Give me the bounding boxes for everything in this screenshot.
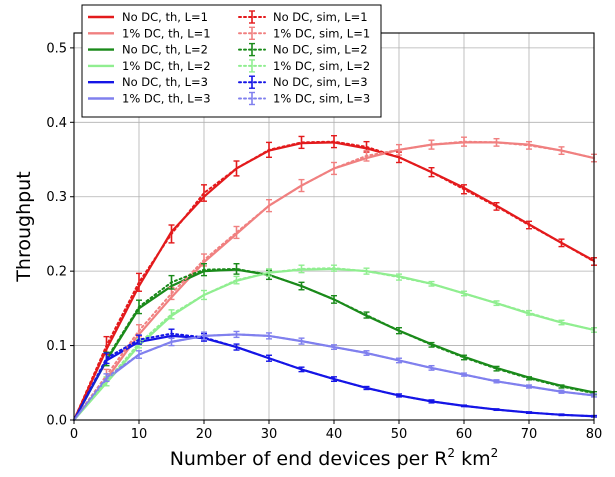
series-no-dc-sim-l-2 [73, 263, 597, 421]
series-layer [73, 135, 597, 421]
y-axis-label: Throughput [13, 171, 35, 282]
series-no-dc-sim-l-1 [73, 135, 597, 421]
series-1pct-dc-sim-l-1 [73, 136, 597, 421]
legend-label: 1% DC, sim, L=1 [273, 26, 370, 40]
legend-entry-no-dc-th-l-2: No DC, th, L=2 [88, 43, 208, 57]
legend-label: 1% DC, th, L=3 [122, 92, 211, 106]
x-tick-label: 0 [70, 427, 78, 442]
x-axis-label-text: Number of end devices per R [170, 448, 448, 470]
legend-entry-no-dc-th-l-1: No DC, th, L=1 [88, 10, 208, 24]
legend-label: 1% DC, sim, L=2 [273, 59, 370, 73]
x-tick-label: 60 [456, 427, 473, 442]
legend-entry-no-dc-sim-l-3: No DC, sim, L=3 [238, 75, 368, 89]
legend: No DC, th, L=1 1% DC, th, L=1 No DC, th, L… [81, 4, 382, 118]
y-tick-label: 0.5 [46, 41, 67, 56]
legend-entry-1pct-dc-sim-l-3: 1% DC, sim, L=3 [238, 92, 370, 106]
legend-label: No DC, sim, L=3 [273, 75, 368, 89]
y-tick-label: 0.1 [46, 339, 67, 354]
legend-label: No DC, sim, L=1 [273, 10, 368, 24]
legend-entry-1pct-dc-sim-l-1: 1% DC, sim, L=1 [238, 26, 370, 40]
legend-entry-no-dc-th-l-3: No DC, th, L=3 [88, 75, 208, 89]
x-axis-label-unit: km [455, 448, 491, 470]
x-tick-label: 20 [196, 427, 213, 442]
legend-entry-no-dc-sim-l-1: No DC, sim, L=1 [238, 10, 368, 24]
axis-ticks: 0 10 20 30 40 50 60 70 80 0.0 0.1 0.2 0.3 0.4 0.5 [46, 41, 602, 442]
x-tick-label: 40 [326, 427, 343, 442]
legend-entry-1pct-dc-th-l-3: 1% DC, th, L=3 [88, 92, 211, 106]
x-axis-label-sup: 2 [447, 446, 455, 460]
legend-entry-no-dc-sim-l-2: No DC, sim, L=2 [238, 43, 368, 57]
legend-label: 1% DC, th, L=2 [122, 59, 211, 73]
x-tick-label: 80 [586, 427, 603, 442]
legend-entry-1pct-dc-th-l-2: 1% DC, th, L=2 [88, 59, 211, 73]
y-tick-label: 0.3 [46, 190, 67, 205]
legend-label: 1% DC, sim, L=3 [273, 92, 370, 106]
x-tick-label: 30 [261, 427, 278, 442]
series-1pct-dc-sim-l-2 [73, 264, 597, 421]
y-tick-label: 0.4 [46, 116, 67, 131]
legend-label: No DC, th, L=1 [122, 10, 208, 24]
x-axis-label-unit-sup: 2 [491, 446, 499, 460]
x-axis-label: Number of end devices per R2 km2 [170, 446, 499, 470]
legend-label: No DC, th, L=3 [122, 75, 208, 89]
x-tick-label: 50 [391, 427, 408, 442]
legend-entry-1pct-dc-th-l-1: 1% DC, th, L=1 [88, 26, 211, 40]
legend-box [81, 4, 382, 118]
x-tick-label: 10 [131, 427, 148, 442]
y-tick-label: 0.0 [46, 414, 67, 429]
legend-label: No DC, th, L=2 [122, 43, 208, 57]
series-1pct-dc-sim-l-3 [73, 330, 597, 421]
y-tick-label: 0.2 [46, 265, 67, 280]
x-tick-label: 70 [521, 427, 538, 442]
legend-label: No DC, sim, L=2 [273, 43, 368, 57]
legend-entry-1pct-dc-sim-l-2: 1% DC, sim, L=2 [238, 59, 370, 73]
legend-label: 1% DC, th, L=1 [122, 26, 211, 40]
